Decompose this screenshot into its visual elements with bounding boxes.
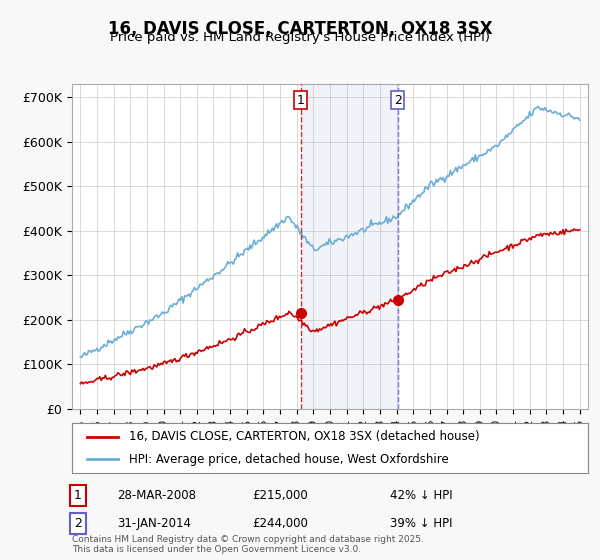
Text: HPI: Average price, detached house, West Oxfordshire: HPI: Average price, detached house, West… bbox=[129, 452, 449, 465]
Text: 31-JAN-2014: 31-JAN-2014 bbox=[117, 517, 191, 530]
Text: Contains HM Land Registry data © Crown copyright and database right 2025.
This d: Contains HM Land Registry data © Crown c… bbox=[72, 535, 424, 554]
Text: Price paid vs. HM Land Registry's House Price Index (HPI): Price paid vs. HM Land Registry's House … bbox=[110, 31, 490, 44]
Text: £215,000: £215,000 bbox=[252, 489, 308, 502]
Text: 28-MAR-2008: 28-MAR-2008 bbox=[117, 489, 196, 502]
Bar bbox=[301, 84, 398, 409]
Text: £244,000: £244,000 bbox=[252, 517, 308, 530]
Text: 39% ↓ HPI: 39% ↓ HPI bbox=[390, 517, 452, 530]
Text: 16, DAVIS CLOSE, CARTERTON, OX18 3SX: 16, DAVIS CLOSE, CARTERTON, OX18 3SX bbox=[107, 20, 493, 38]
Text: 2: 2 bbox=[74, 517, 82, 530]
Text: 42% ↓ HPI: 42% ↓ HPI bbox=[390, 489, 452, 502]
Text: 1: 1 bbox=[74, 489, 82, 502]
Text: 16, DAVIS CLOSE, CARTERTON, OX18 3SX (detached house): 16, DAVIS CLOSE, CARTERTON, OX18 3SX (de… bbox=[129, 431, 479, 444]
Text: 2: 2 bbox=[394, 94, 402, 107]
Text: 1: 1 bbox=[296, 94, 304, 107]
